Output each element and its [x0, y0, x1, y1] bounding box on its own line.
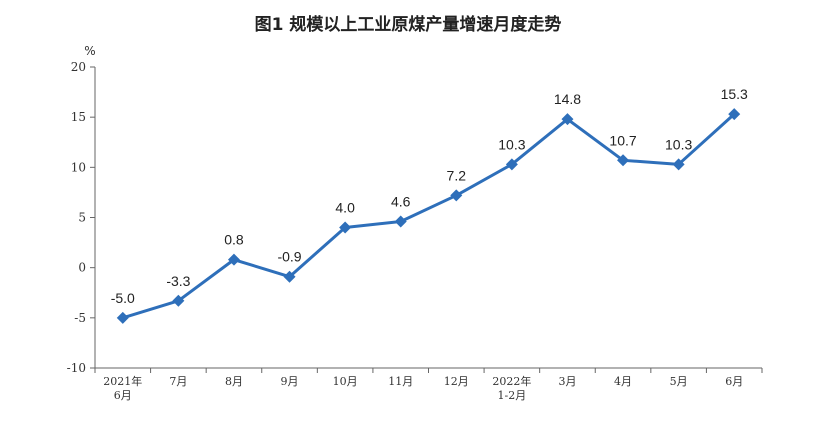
x-tick-label: 4月 [614, 375, 632, 388]
data-point-marker [505, 158, 518, 171]
x-tick-label-line: 12月 [444, 375, 469, 388]
x-tick-label-line: 8月 [225, 375, 243, 388]
x-tick-label-line: 6月 [725, 375, 743, 388]
data-label: 10.3 [498, 136, 525, 152]
x-tick-label: 7月 [169, 375, 187, 388]
data-label: 0.8 [224, 232, 244, 248]
x-tick-label: 3月 [558, 375, 576, 388]
data-point-marker [172, 294, 185, 307]
x-tick-label-line: 7月 [169, 375, 187, 388]
data-label: 14.8 [554, 91, 581, 107]
x-tick-label: 12月 [444, 375, 469, 388]
data-label: 4.0 [335, 200, 355, 216]
data-label: -5.0 [111, 290, 135, 306]
data-point-marker [394, 215, 407, 228]
chart-title: 图1 规模以上工业原煤产量增速月度走势 [255, 14, 562, 35]
x-tick-label-line: 1-2月 [498, 389, 527, 402]
x-tick-label: 2022年 1-2月 [492, 374, 531, 402]
x-tick-label: 2021年 6月 [103, 374, 142, 402]
x-tick-label-line: 4月 [614, 375, 632, 388]
x-tick-label-line: 6月 [114, 389, 132, 402]
data-label: -3.3 [166, 273, 190, 289]
series-line [122, 113, 736, 320]
x-tick-label-line: 10月 [333, 375, 358, 388]
x-tick-label: 6月 [725, 375, 743, 388]
x-tick-label: 8月 [225, 375, 243, 388]
y-ticks: 20 15 10 5 0 -5 -10 [67, 60, 95, 375]
y-axis-unit: % [84, 44, 95, 58]
data-point-marker [617, 154, 630, 167]
data-label: 15.3 [721, 86, 748, 102]
x-tick-label: 11月 [388, 375, 413, 388]
data-label: 4.6 [391, 194, 411, 210]
data-point-marker [339, 221, 352, 234]
x-tick-label: 9月 [281, 375, 299, 388]
y-tick-label: 15 [71, 110, 86, 124]
y-tick-label: 5 [78, 211, 86, 225]
x-tick-label-line: 5月 [670, 375, 688, 388]
x-tick-label-line: 2021年 [103, 374, 142, 388]
x-tick-label: 10月 [333, 375, 358, 388]
x-tick-label-line: 9月 [281, 375, 299, 388]
y-tick-label: -5 [74, 311, 86, 325]
data-label: 10.7 [609, 132, 636, 148]
x-tick-label-line: 11月 [388, 375, 413, 388]
data-point-marker [227, 253, 240, 266]
data-point-marker [283, 270, 296, 283]
y-tick-label: 0 [78, 261, 86, 275]
y-tick-label: 20 [71, 60, 86, 74]
data-point-marker [561, 113, 574, 126]
data-label: 7.2 [447, 167, 467, 183]
y-tick-label: 10 [71, 160, 86, 174]
data-labels: -5.0 -3.3 0.8 -0.9 4.0 4.6 7.2 10.3 14.8 10.7 10.3… [111, 86, 748, 306]
x-tick-label: 5月 [670, 375, 688, 388]
data-points [116, 108, 741, 324]
data-label: 10.3 [665, 136, 692, 152]
y-tick-label: -10 [67, 361, 86, 375]
data-point-marker [728, 108, 741, 121]
data-point-marker [450, 189, 463, 202]
data-label: -0.9 [277, 249, 301, 265]
data-point-marker [116, 311, 129, 324]
x-tick-label-line: 3月 [558, 375, 576, 388]
x-tick-label-line: 2022年 [492, 374, 531, 388]
data-point-marker [672, 158, 685, 171]
